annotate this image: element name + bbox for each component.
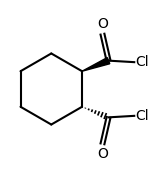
Text: Cl: Cl xyxy=(135,109,149,123)
Text: O: O xyxy=(97,146,108,161)
Text: O: O xyxy=(97,17,108,32)
Polygon shape xyxy=(82,57,110,71)
Text: Cl: Cl xyxy=(135,55,149,69)
